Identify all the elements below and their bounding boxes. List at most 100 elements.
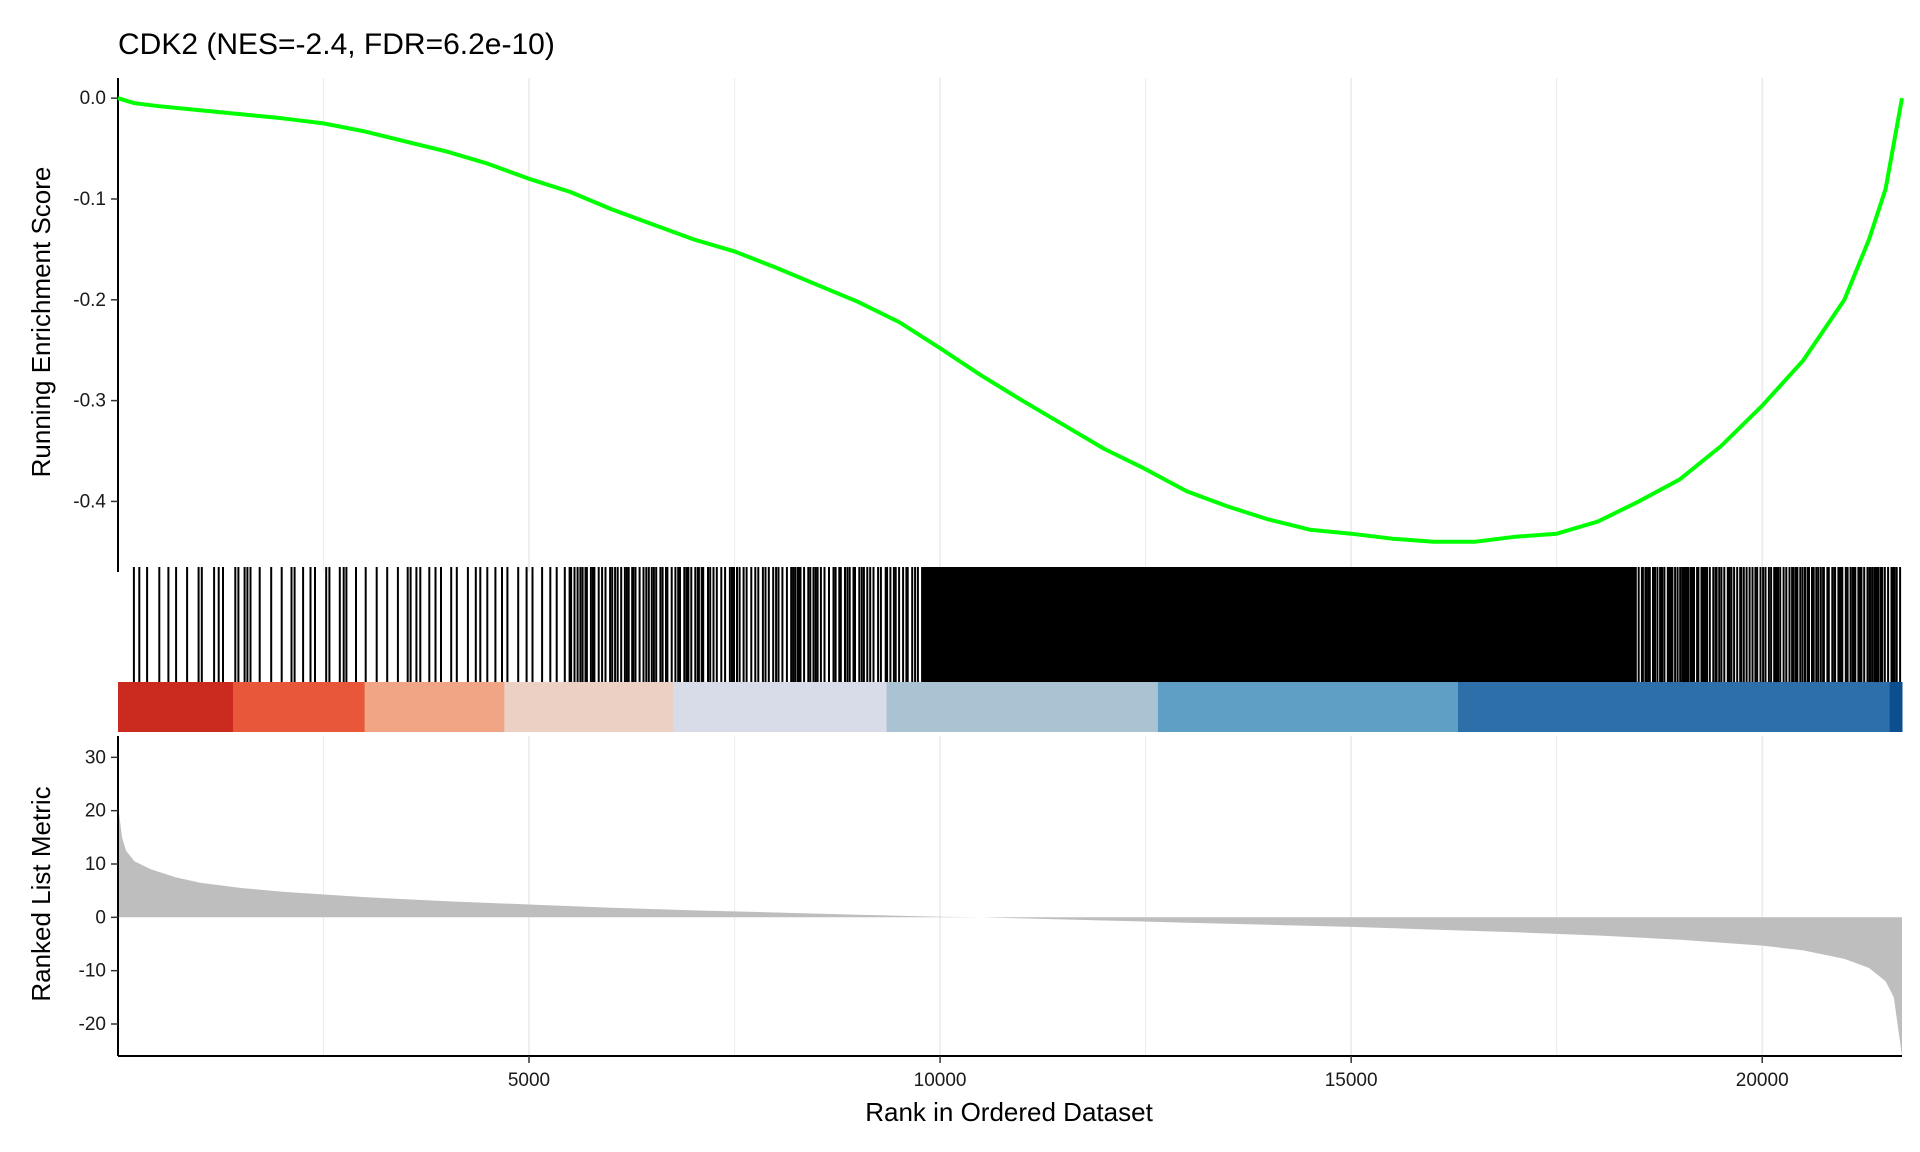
gene-hit-bar — [1570, 567, 1573, 682]
gene-hit-bar — [839, 567, 842, 682]
gene-hit-bar — [501, 567, 503, 682]
gene-hit-bar — [1095, 567, 1097, 682]
gene-hit-bar — [1767, 567, 1770, 682]
gene-hit-bar — [1263, 567, 1266, 682]
gene-hit-bar — [1249, 567, 1252, 682]
gene-hit-bar — [1108, 567, 1111, 682]
gene-hit-bar — [1316, 567, 1319, 682]
gene-hit-bar — [1559, 567, 1562, 682]
gene-hit-bar — [987, 567, 990, 682]
gene-hit-bar — [1580, 567, 1583, 682]
gene-hit-bar — [1506, 567, 1509, 682]
x-tick-label: 20000 — [1736, 1070, 1789, 1091]
gene-hit-bar — [1142, 567, 1145, 682]
gene-hit-bar — [647, 567, 650, 682]
gene-hit-bar — [1429, 567, 1432, 682]
gene-hit-bar — [1588, 567, 1591, 682]
gene-hit-bar — [280, 567, 283, 682]
gene-hit-bar — [1507, 567, 1510, 682]
gene-hit-bar — [1320, 567, 1323, 682]
gene-hit-bar — [926, 567, 929, 682]
metric-y-tick-label: 0 — [95, 907, 106, 928]
metric-y-tick-label: 10 — [85, 854, 106, 875]
gene-hit-bar — [1794, 567, 1797, 682]
gene-hit-bar — [1271, 567, 1274, 682]
gene-hit-bar — [1877, 567, 1879, 682]
gene-hit-bar — [1541, 567, 1544, 682]
gene-hit-bar — [745, 567, 748, 682]
gene-hit-bar — [1460, 567, 1463, 682]
gene-hit-bar — [738, 567, 741, 682]
gene-hit-bar — [1472, 567, 1475, 682]
gene-hit-bar — [1226, 567, 1229, 682]
gene-hit-bar — [1739, 567, 1742, 682]
gene-hit-bar — [614, 567, 617, 682]
gene-hit-bar — [494, 567, 497, 682]
metric-y-tick-label: 30 — [85, 747, 106, 768]
gene-hit-bar — [1245, 567, 1248, 682]
gene-hit-bar — [175, 567, 178, 682]
gene-hit-bar — [1736, 567, 1739, 682]
gene-hit-bar — [976, 567, 979, 682]
gene-hit-barcode — [132, 567, 1902, 682]
gene-hit-bar — [1652, 567, 1654, 682]
gene-hit-bar — [1597, 567, 1600, 682]
gene-hit-bar — [1358, 567, 1361, 682]
gene-hit-bar — [631, 567, 634, 682]
gene-hit-bar — [1066, 567, 1068, 682]
gene-hit-bar — [872, 567, 875, 682]
gene-hit-bar — [1192, 567, 1195, 682]
gene-hit-bar — [1336, 567, 1339, 682]
gene-hit-bar — [848, 567, 851, 682]
gene-hit-bar — [222, 567, 224, 682]
gene-hit-bar — [1851, 567, 1854, 682]
gene-hit-bar — [314, 567, 316, 682]
x-tick-label: 5000 — [508, 1070, 550, 1091]
gene-hit-bar — [325, 567, 328, 682]
gene-hit-bar — [146, 567, 149, 682]
gene-hit-bar — [246, 567, 249, 682]
gene-hit-bar — [1728, 567, 1731, 682]
gene-hit-bar — [1863, 567, 1866, 682]
gene-hit-bar — [1524, 567, 1526, 682]
gene-hit-bar — [531, 567, 534, 682]
gene-hit-bar — [549, 567, 552, 682]
gene-hit-bar — [1082, 567, 1085, 682]
gene-hit-bar — [1614, 567, 1617, 682]
gene-hit-bar — [814, 567, 817, 682]
gene-hit-bar — [828, 567, 830, 682]
gene-hit-bar — [1512, 567, 1515, 682]
gene-hit-bar — [1266, 567, 1269, 682]
gene-hit-bar — [1491, 567, 1494, 682]
gene-hit-bar — [396, 567, 399, 682]
gene-hit-bar — [627, 567, 630, 682]
gene-hit-bar — [914, 567, 917, 682]
gene-hit-bar — [1875, 567, 1877, 682]
gene-hit-bar — [419, 567, 422, 682]
gene-hit-bar — [1202, 567, 1205, 682]
gene-hit-bar — [1413, 567, 1416, 682]
gene-hit-bar — [258, 567, 261, 682]
gene-hit-bar — [858, 567, 861, 682]
gene-hit-bar — [625, 567, 628, 682]
gene-hit-bar — [1866, 567, 1869, 682]
gene-hit-bar — [1428, 567, 1431, 682]
gene-hit-bar — [1441, 567, 1443, 682]
gene-hit-bar — [1439, 567, 1442, 682]
color-bar-segment — [1157, 682, 1459, 732]
gene-hit-bar — [958, 567, 961, 682]
gene-hit-bar — [1822, 567, 1825, 682]
gene-hit-bar — [964, 567, 967, 682]
gene-hit-bar — [1310, 567, 1313, 682]
gene-hit-bar — [1235, 567, 1238, 682]
gene-hit-bar — [1225, 567, 1228, 682]
gene-hit-bar — [1701, 567, 1704, 682]
gene-hit-bar — [1262, 567, 1265, 682]
gene-hit-bar — [1353, 567, 1356, 682]
gene-hit-bar — [781, 567, 784, 682]
gene-hit-bar — [1432, 567, 1435, 682]
gene-hit-bar — [1417, 567, 1420, 682]
gene-hit-bar — [728, 567, 731, 682]
gene-hit-bar — [1712, 567, 1715, 682]
gene-hit-bar — [1696, 567, 1699, 682]
